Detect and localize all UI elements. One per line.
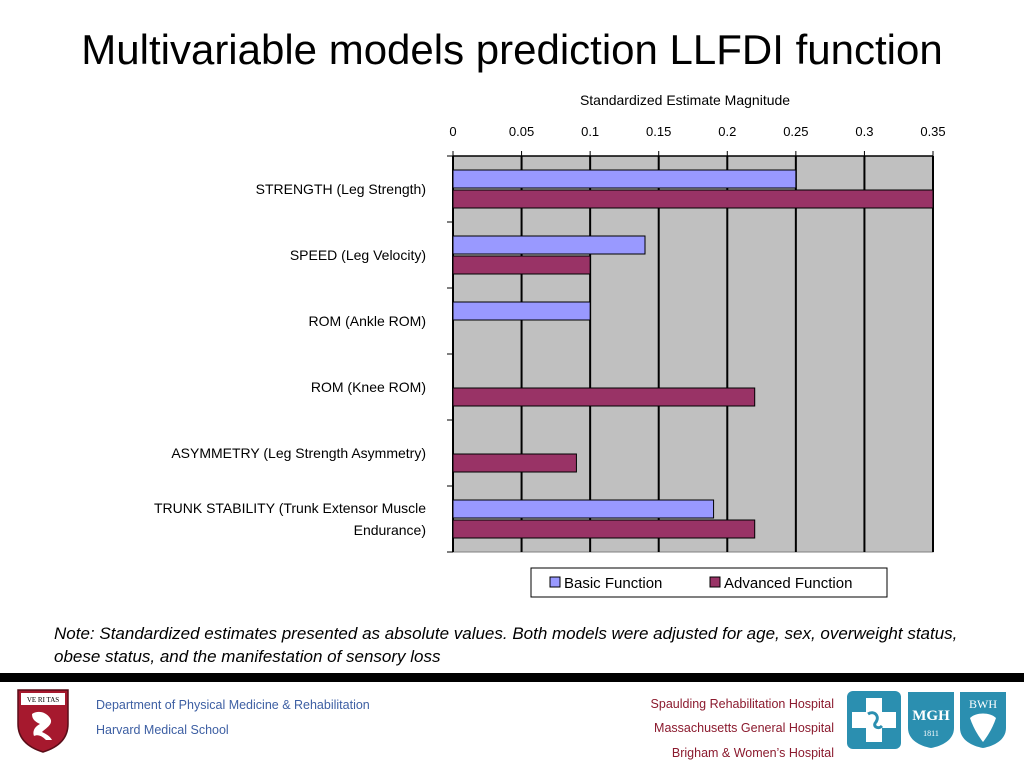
mgh-logo: MGH 1811 [908, 692, 954, 748]
bwh-logo-text: BWH [969, 697, 997, 711]
bar-basic-function [452, 499, 715, 519]
bar-advanced-function [452, 519, 756, 539]
legend-swatch [709, 576, 721, 588]
x-tick-label: 0.05 [509, 124, 534, 139]
department-link[interactable]: Department of Physical Medicine & Rehabi… [96, 698, 370, 712]
legend-label: Advanced Function [724, 575, 852, 592]
bar-chart: Standardized Estimate Magnitude 0 0.05 0.1… [154, 92, 946, 598]
plot-area [452, 155, 934, 553]
category-label: ROM (Ankle ROM) [309, 313, 426, 329]
school-link[interactable]: Harvard Medical School [96, 723, 229, 737]
category-label: SPEED (Leg Velocity) [290, 247, 426, 263]
x-tick-label: 0.3 [855, 124, 873, 139]
x-tick-label: 0.35 [920, 124, 945, 139]
legend-label: Basic Function [564, 575, 662, 592]
category-label: ASYMMETRY (Leg Strength Asymmetry) [171, 445, 426, 461]
legend-box [530, 567, 888, 598]
slide-title: Multivariable models prediction LLFDI fu… [81, 26, 943, 73]
bar-basic-function [452, 301, 591, 321]
bar-advanced-function [452, 189, 934, 209]
bar-basic-function [452, 235, 646, 255]
mgh-logo-year: 1811 [923, 729, 939, 738]
x-tick-label: 0.15 [646, 124, 671, 139]
x-tick-label: 0.1 [581, 124, 599, 139]
legend-swatch [549, 576, 561, 588]
hospital-spaulding: Spaulding Rehabilitation Hospital [650, 697, 834, 711]
legend: Basic Function Advanced Function [530, 567, 888, 598]
x-tick-label: 0 [449, 124, 456, 139]
x-tick-label: 0.25 [783, 124, 808, 139]
bar-advanced-function [452, 387, 756, 407]
category-label: STRENGTH (Leg Strength) [256, 181, 426, 197]
bars [452, 169, 934, 539]
hospital-mgh: Massachusetts General Hospital [654, 721, 834, 735]
hospital-bwh: Brigham & Women’s Hospital [671, 746, 834, 760]
x-tick-label: 0.2 [718, 124, 736, 139]
footer-divider [0, 673, 1024, 682]
mgh-logo-text: MGH [912, 708, 950, 724]
note-text: Note: Standardized estimates presented a… [54, 624, 958, 666]
category-label: ROM (Knee ROM) [311, 379, 426, 395]
chart-title: Standardized Estimate Magnitude [580, 92, 790, 108]
harvard-crest-logo: VE RI TAS [17, 689, 69, 753]
category-labels: STRENGTH (Leg Strength) SPEED (Leg Veloci… [154, 181, 426, 538]
category-label: Endurance) [354, 522, 426, 538]
crest-text: VE RI TAS [27, 696, 59, 704]
bwh-logo: BWH [960, 692, 1006, 748]
bar-advanced-function [452, 255, 591, 275]
bar-advanced-function [452, 453, 577, 473]
x-axis-ticks: 0 0.05 0.1 0.15 0.2 0.25 0.3 0.35 [447, 124, 946, 553]
plot-background [452, 155, 934, 553]
category-label: TRUNK STABILITY (Trunk Extensor Muscle [154, 500, 426, 516]
bar-basic-function [452, 169, 797, 189]
spaulding-logo [847, 691, 901, 749]
